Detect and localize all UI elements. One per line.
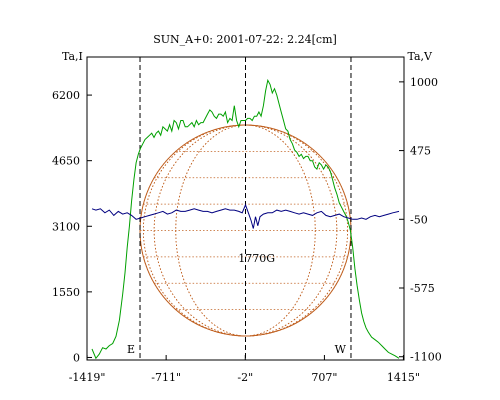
axis-ticks: 0 1550 3100 4650 6200 -1100 -575 -50 475 1000 -141…: [52, 76, 442, 384]
left-axis-title: Ta,I: [62, 50, 83, 63]
x-axis-tick-label: -711": [151, 371, 181, 384]
left-axis-tick-label: 0: [73, 351, 80, 364]
polarization-series-line: [91, 203, 400, 229]
right-axis-tick-label: -50: [410, 213, 428, 226]
active-region-label: 1770G: [238, 252, 275, 265]
limb-marker-label: W: [335, 343, 347, 356]
annotation-labels: E W 1770G: [127, 252, 347, 356]
intensity-series-line: [91, 78, 400, 360]
right-axis-tick-label: -575: [410, 282, 435, 295]
chart-title: SUN_A+0: 2001-07-22: 2.24[cm]: [153, 33, 337, 46]
left-axis-tick-label: 6200: [52, 89, 80, 102]
series-lines: [91, 78, 400, 360]
x-axis-tick-label: 707": [311, 371, 337, 384]
x-axis-tick-label: -2": [237, 371, 253, 384]
x-axis-tick-label: -1419": [69, 371, 106, 384]
x-axis-tick-label: 1415": [387, 371, 420, 384]
limb-marker-label: E: [127, 343, 135, 356]
right-axis-tick-label: -1100: [410, 351, 442, 364]
limb-markers: [139, 57, 352, 360]
left-axis-tick-label: 3100: [52, 220, 80, 233]
right-axis-tick-label: 1000: [410, 76, 438, 89]
left-axis-tick-label: 4650: [52, 155, 80, 168]
left-axis-tick-label: 1550: [52, 286, 80, 299]
right-axis-title: Ta,V: [408, 50, 434, 63]
right-axis-tick-label: 475: [410, 145, 431, 158]
